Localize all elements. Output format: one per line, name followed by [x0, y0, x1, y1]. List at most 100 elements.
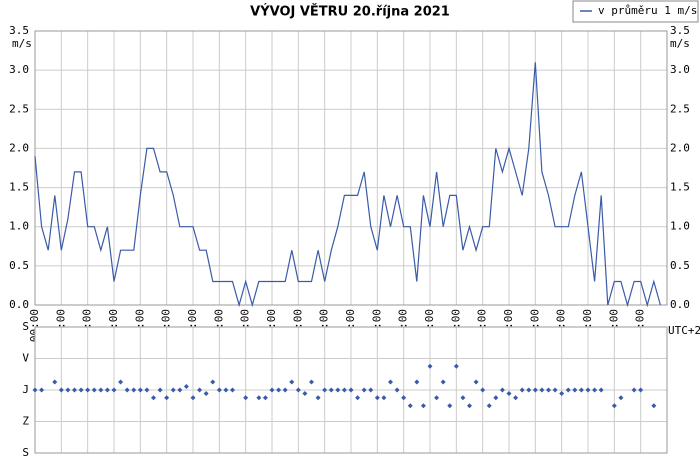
direction-point: [631, 387, 637, 393]
series-line: [34, 62, 661, 308]
plot-border: [34, 30, 668, 306]
direction-point: [401, 395, 407, 401]
y-tick-label-right: 3.0: [670, 63, 690, 76]
direction-point: [565, 387, 571, 393]
direction-point: [572, 387, 578, 393]
direction-point: [513, 395, 519, 401]
y-tick-label: 1.0: [9, 220, 29, 233]
direction-point: [493, 395, 499, 401]
direction-point: [420, 403, 426, 409]
y-tick-label: S: [22, 320, 29, 333]
direction-point: [348, 387, 354, 393]
direction-point: [440, 379, 446, 385]
direction-point: [361, 387, 367, 393]
y-tick-label: 0.5: [9, 259, 29, 272]
direction-point: [151, 395, 156, 401]
direction-point: [104, 387, 110, 393]
direction-point: [85, 387, 91, 393]
direction-point: [111, 387, 117, 393]
y-tick-label-right: 0.0: [670, 298, 690, 311]
direction-point: [368, 387, 374, 393]
y-tick-label: 0.0: [9, 298, 29, 311]
direction-point: [276, 387, 282, 393]
y-tick-label: S: [22, 446, 29, 459]
y-tick-label: V: [22, 352, 29, 365]
direction-point: [322, 387, 328, 393]
direction-point: [269, 387, 275, 393]
direction-point: [414, 379, 420, 385]
direction-point: [230, 387, 235, 393]
direction-point: [203, 391, 209, 396]
direction-point: [578, 387, 584, 393]
direction-point: [170, 387, 176, 393]
direction-point: [190, 395, 196, 401]
y-axis-label: m/s: [12, 37, 32, 50]
direction-point: [519, 387, 525, 393]
direction-point: [262, 395, 268, 401]
direction-point: [453, 363, 459, 369]
direction-point: [407, 403, 413, 409]
direction-point: [183, 384, 189, 389]
direction-point: [341, 387, 347, 393]
direction-point: [289, 379, 295, 385]
direction-point: [302, 391, 308, 396]
direction-point: [335, 387, 341, 393]
direction-point: [552, 387, 558, 393]
direction-point: [72, 387, 77, 393]
direction-point: [499, 387, 505, 393]
direction-point: [374, 395, 380, 401]
direction-point: [473, 379, 479, 385]
direction-point: [532, 387, 538, 393]
direction-point: [315, 395, 321, 401]
direction-point: [394, 387, 400, 393]
direction-point: [434, 395, 440, 401]
y-tick-label: 3.5: [9, 24, 29, 37]
y-tick-label: 2.0: [9, 141, 29, 154]
direction-point: [486, 403, 492, 409]
direction-point: [585, 387, 591, 393]
direction-point: [216, 387, 222, 393]
direction-point: [611, 403, 617, 409]
y-tick-label: 2.5: [9, 102, 29, 115]
direction-point: [157, 387, 163, 393]
y-tick-label-right: 1.5: [670, 181, 690, 194]
direction-point: [592, 387, 598, 393]
y-tick-label-right: 2.0: [670, 141, 690, 154]
direction-point: [197, 387, 203, 393]
direction-point: [460, 395, 466, 401]
legend-box: [572, 0, 699, 23]
direction-point: [210, 379, 216, 385]
direction-point: [164, 395, 170, 401]
direction-point: [282, 387, 288, 393]
direction-point: [78, 387, 84, 393]
direction-point: [355, 395, 361, 401]
direction-point: [32, 387, 38, 393]
direction-point: [98, 387, 104, 393]
direction-point: [427, 363, 433, 369]
direction-point: [118, 379, 124, 385]
y-tick-label-right: 2.5: [670, 102, 690, 115]
y-tick-label-right: 1.0: [670, 220, 690, 233]
timezone-label: UTC+2: [668, 324, 700, 337]
direction-point: [328, 387, 334, 393]
direction-point: [388, 379, 393, 385]
y-tick-label: 1.5: [9, 181, 29, 194]
direction-point: [618, 395, 624, 401]
y-axis-label-right: m/s: [670, 37, 690, 50]
direction-point: [144, 387, 150, 393]
direction-point: [638, 387, 644, 393]
direction-point: [539, 387, 545, 393]
direction-point: [526, 387, 532, 393]
direction-point: [91, 387, 97, 393]
direction-point: [243, 395, 249, 401]
chart-title: VÝVOJ VĚTRU 20.října 2021: [250, 4, 450, 20]
direction-point: [559, 391, 565, 396]
direction-point: [447, 403, 453, 409]
y-tick-label: Z: [22, 415, 29, 428]
direction-point: [65, 387, 71, 393]
direction-point: [223, 387, 229, 393]
y-tick-label: 3.0: [9, 63, 29, 76]
direction-point: [467, 403, 472, 409]
y-tick-label-right: 3.5: [670, 24, 690, 37]
direction-point: [256, 395, 262, 401]
